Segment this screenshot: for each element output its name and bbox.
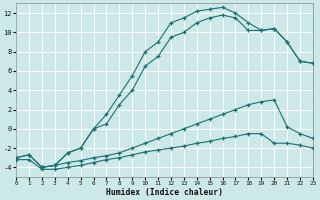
X-axis label: Humidex (Indice chaleur): Humidex (Indice chaleur) xyxy=(106,188,223,197)
